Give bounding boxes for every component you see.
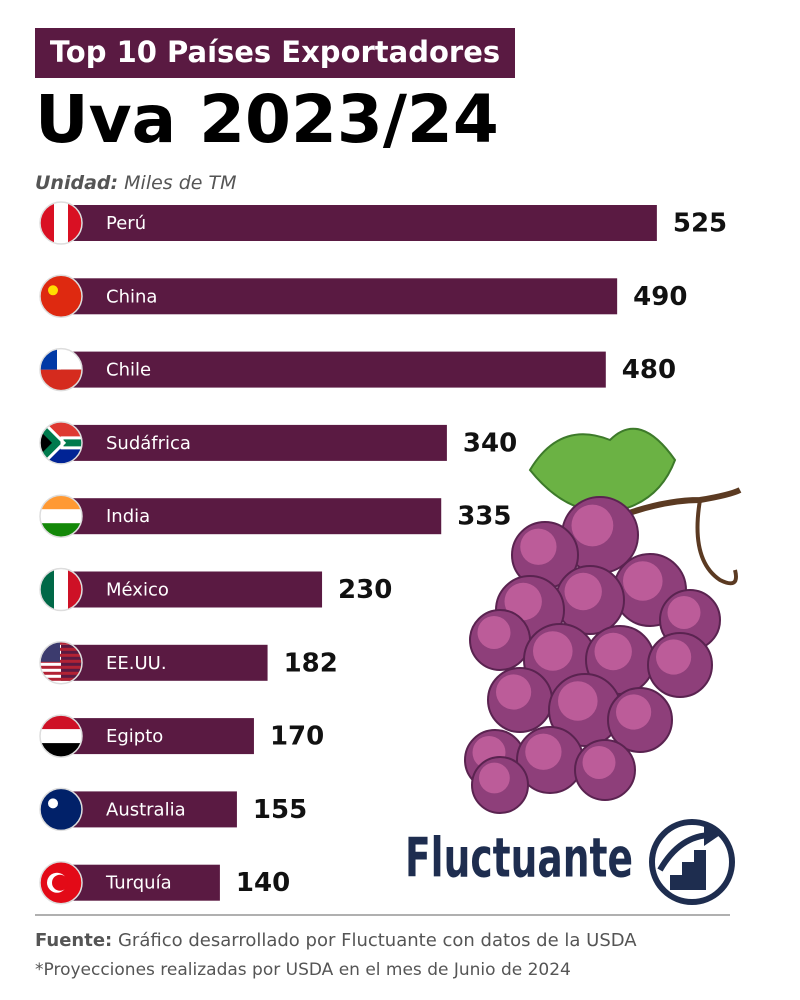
flag-part [40,509,82,524]
flag-border [39,347,83,392]
flag [40,275,82,318]
bar-label: Perú [106,213,146,234]
grape-highlight [477,616,511,649]
flag-part [40,275,82,318]
flag-part [40,369,82,391]
grapes-illustration [464,427,742,814]
unit-text: Unidad: Miles de TM [35,172,237,194]
source-text: Fuente: Gráfico desarrollado por Fluctua… [35,930,637,951]
flag-part [40,671,82,675]
flag-border [39,421,83,465]
chart-subtitle: Uva 2023/24 [35,81,499,158]
bar-label: Egipto [106,726,163,747]
bar-label: India [106,506,150,527]
bar-label: Turquía [105,873,172,894]
flag-border [39,714,83,758]
value-label: 480 [622,355,676,385]
bar [61,791,237,828]
flag-part [40,729,82,744]
bar [61,644,268,681]
flag-part [40,421,82,464]
grape-highlight [479,762,510,794]
brand-icon [649,819,735,905]
flag-part [54,568,69,611]
flag-border [39,860,83,905]
flag-part [40,677,82,681]
grape-highlight [594,632,632,671]
bar [61,864,220,901]
flag-border [39,641,83,685]
source-label: Fuente: [35,930,112,951]
title-box [35,28,515,78]
bar [61,498,442,535]
unit: Miles de TM [124,172,236,194]
flag-part [52,874,68,891]
grape-highlight [656,639,692,675]
flag-part [48,798,58,809]
bar [61,718,254,755]
value-label: 230 [338,575,392,605]
flag [40,861,82,904]
brand-logo: Fluctuante [405,827,633,890]
value-label: 340 [463,428,517,458]
grape-highlight [623,561,663,601]
flag-part [40,430,52,455]
flag [40,348,82,391]
bar [61,205,657,241]
grape-highlight [582,746,616,779]
bar-label: China [106,286,157,307]
value-label: 490 [633,282,687,312]
flag-border [39,274,83,319]
value-label: 155 [253,795,307,825]
grape-highlight [571,504,614,547]
bar [61,424,447,461]
flag-part [54,202,69,244]
bar [61,571,323,608]
unit-label: Unidad: [35,172,118,194]
grape-highlight [667,596,701,629]
bar [61,351,606,388]
bar-label: México [106,580,169,601]
flag-part [40,647,82,651]
note: *Proyecciones realizadas por USDA en el … [35,960,571,980]
bar-label: Chile [106,360,151,381]
grape-highlight [520,528,557,565]
flag-part [40,653,82,657]
flag-border [39,494,83,538]
flag-border [39,201,83,245]
flag [40,421,82,464]
bar [61,278,618,315]
flag-part [40,788,82,831]
chart-title: Top 10 Países Exportadores [50,35,500,69]
grape-highlight [504,582,542,621]
value-label: 140 [236,868,290,898]
flag-border [39,567,83,612]
flag-part [40,659,82,663]
flag-part [40,665,82,669]
value-label: 170 [270,722,324,752]
flag-border [39,787,83,832]
flag-part [40,641,82,645]
grape-highlight [564,572,602,611]
source: Gráfico desarrollado por Fluctuante con … [118,930,637,951]
grape-highlight [533,631,573,671]
value-label: 335 [457,502,511,532]
bar-label: EE.UU. [106,653,167,674]
value-label: 525 [673,209,727,239]
value-label: 182 [284,648,338,678]
bar-label: Australia [106,799,186,820]
flag [40,788,82,831]
bar-label: Sudáfrica [106,433,191,454]
grape-highlight [616,694,652,730]
grape-highlight [558,681,598,721]
flag-part [48,285,58,296]
grape-highlight [525,733,562,770]
grape-highlight [495,674,532,710]
